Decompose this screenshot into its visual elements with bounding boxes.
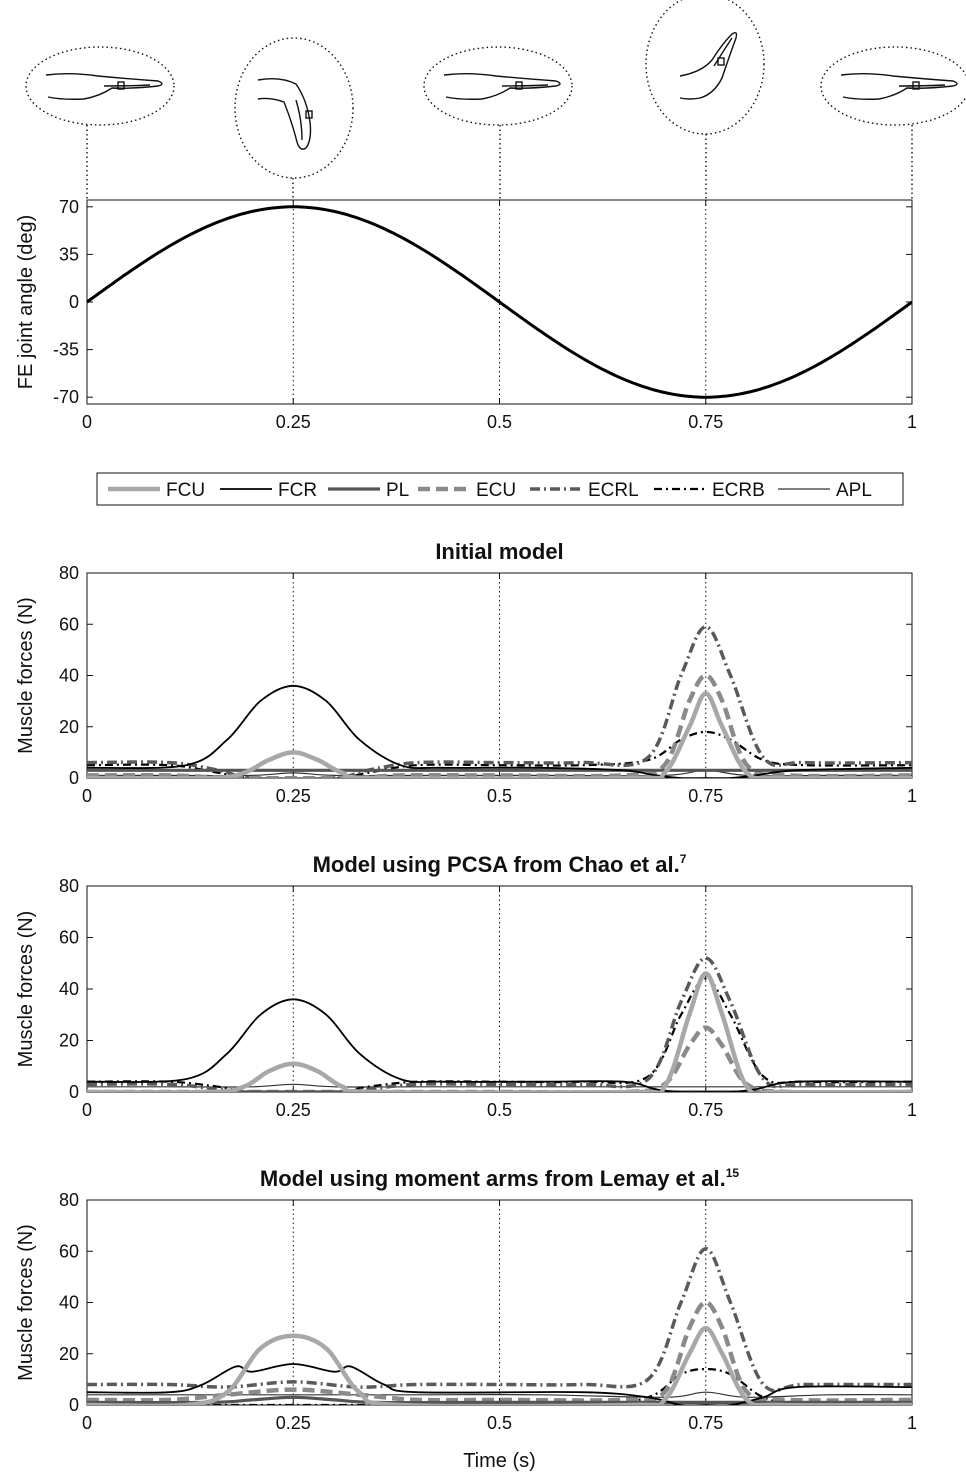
y-tick-label: 40 <box>59 979 79 999</box>
legend-label-pl: PL <box>386 480 409 501</box>
y-tick-label: 20 <box>59 1344 79 1364</box>
x-tick-label: 0.75 <box>688 786 723 806</box>
x-tick-label: 0.5 <box>487 786 512 806</box>
y-tick-label: 0 <box>69 1395 79 1415</box>
y-tick-label: 60 <box>59 614 79 634</box>
plot-frame <box>86 885 913 1093</box>
y-tick-label: 20 <box>59 717 79 737</box>
x-axis-label: Time (s) <box>463 1450 536 1472</box>
plot-frame <box>86 572 913 779</box>
hand-flexed-icon <box>234 37 354 179</box>
hand-neutral-icon <box>25 46 175 126</box>
series-line-fcr <box>87 1363 912 1405</box>
x-tick-label: 1 <box>907 1100 917 1120</box>
series-line-fcu <box>87 1325 912 1405</box>
x-tick-label: 1 <box>907 1413 917 1433</box>
legend: FCU FCR PL ECU ECRL ECRB APL <box>96 472 904 506</box>
y-tick-label: 80 <box>59 876 79 896</box>
y-tick-label: 60 <box>59 928 79 948</box>
series-line-ecrl <box>87 956 912 1092</box>
series-line-ecrl <box>87 1246 912 1393</box>
y-tick-label: 0 <box>69 1082 79 1102</box>
y-tick-label: 0 <box>69 292 79 312</box>
x-tick-label: 0.75 <box>688 1100 723 1120</box>
x-tick-label: 0.75 <box>688 1413 723 1433</box>
pcsa-model-plot: Model using PCSA from Chao et al.7 0 0.25 0… <box>15 852 917 1120</box>
series-line-ecu <box>87 1300 912 1403</box>
hand-neutral-icon <box>820 46 966 126</box>
x-tick-label: 0 <box>82 412 92 432</box>
y-axis-label: Muscle forces (N) <box>15 911 37 1068</box>
x-tick-label: 0 <box>82 1413 92 1433</box>
series-line-ecu <box>87 673 912 778</box>
hand-neutral-icon <box>423 46 573 126</box>
y-axis-label: Muscle forces (N) <box>15 597 37 754</box>
plot-title: Model using PCSA from Chao et al.7 <box>313 852 687 877</box>
initial-model-plot: Initial model 0 0.25 0.5 0.75 1 80 60 40 20 0 Muscl… <box>15 539 917 806</box>
hand-illustrations <box>25 0 966 200</box>
y-tick-label: 35 <box>59 244 79 264</box>
plot-frame <box>86 1199 913 1406</box>
y-tick-label: 40 <box>59 666 79 686</box>
legend-label-ecrl: ECRL <box>588 480 639 501</box>
hand-extended-icon <box>645 0 765 135</box>
x-tick-label: 0 <box>82 786 92 806</box>
y-tick-label: 0 <box>69 768 79 788</box>
legend-label-ecu: ECU <box>476 480 516 501</box>
x-tick-label: 1 <box>907 786 917 806</box>
plot-title: Initial model <box>435 539 563 564</box>
y-tick-label: 70 <box>59 197 79 217</box>
legend-label-fcr: FCR <box>278 480 317 501</box>
legend-label-fcu: FCU <box>166 480 205 501</box>
series-line-fcr <box>87 998 912 1092</box>
x-tick-label: 0.5 <box>487 412 512 432</box>
fe-angle-plot: 0 0.25 0.5 0.75 1 70 35 0 -35 -70 FE joint angle (… <box>15 197 917 432</box>
x-tick-label: 0.25 <box>276 786 311 806</box>
y-tick-label: 80 <box>59 1190 79 1210</box>
lemay-model-plot: Model using moment arms from Lemay et al… <box>15 1166 917 1472</box>
series-line-ecrl <box>87 625 912 778</box>
x-tick-label: 1 <box>907 412 917 432</box>
x-tick-label: 0.75 <box>688 412 723 432</box>
plot-title: Model using moment arms from Lemay et al… <box>260 1166 739 1191</box>
legend-label-ecrb: ECRB <box>712 480 765 501</box>
x-tick-label: 0.5 <box>487 1413 512 1433</box>
x-tick-label: 0.25 <box>276 412 311 432</box>
x-tick-label: 0.25 <box>276 1100 311 1120</box>
series-line-fcr <box>87 684 912 778</box>
x-tick-label: 0.5 <box>487 1100 512 1120</box>
y-tick-label: 20 <box>59 1031 79 1051</box>
y-tick-label: 40 <box>59 1293 79 1313</box>
y-tick-label: -35 <box>53 340 79 360</box>
legend-label-apl: APL <box>836 480 872 501</box>
y-axis-label: FE joint angle (deg) <box>15 215 37 390</box>
x-tick-label: 0 <box>82 1100 92 1120</box>
y-axis-label: Muscle forces (N) <box>15 1224 37 1381</box>
x-tick-label: 0.25 <box>276 1413 311 1433</box>
series-line-pl <box>87 1395 912 1405</box>
series-line-fe-angle <box>87 205 912 399</box>
y-tick-label: 60 <box>59 1241 79 1261</box>
series-line-fcu <box>87 691 912 778</box>
y-tick-label: -70 <box>53 387 79 407</box>
series-line-fcu <box>87 971 912 1092</box>
y-tick-label: 80 <box>59 563 79 583</box>
